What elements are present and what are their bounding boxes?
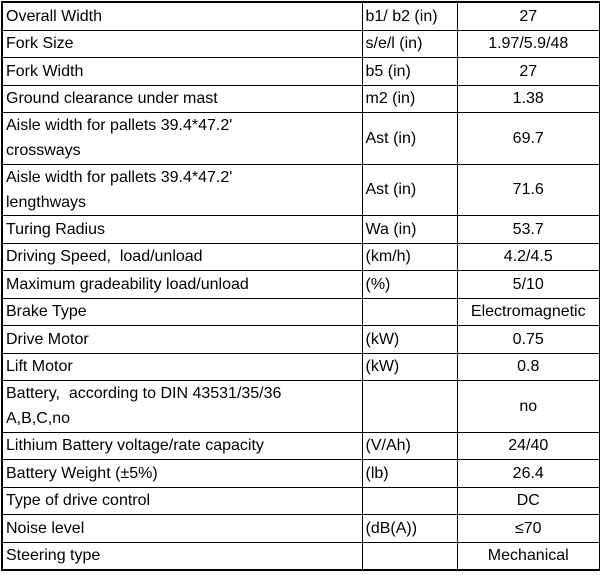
spec-unit: m2 (in) <box>361 84 458 113</box>
spec-label: Aisle width for pallets 39.4*47.2' lengt… <box>1 163 363 216</box>
spec-value: 1.38 <box>456 84 600 113</box>
table-row: Noise level (dB(A)) ≤70 <box>1 514 600 543</box>
spec-unit: Wa (in) <box>361 215 458 244</box>
spec-label: Lithium Battery voltage/rate capacity <box>1 431 363 460</box>
spec-value: 0.75 <box>456 325 600 354</box>
spec-value: 5/10 <box>456 270 600 299</box>
spec-unit: (dB(A)) <box>361 514 458 543</box>
table-row: Fork Size s/e/l (in) 1.97/5.9/48 <box>1 29 600 58</box>
spec-label: Driving Speed, load/unload <box>1 242 363 271</box>
spec-value: no <box>456 380 600 433</box>
spec-unit: (kW) <box>361 325 458 354</box>
spec-label: Fork Size <box>1 29 363 58</box>
spec-unit: (kW) <box>361 352 458 381</box>
table-row: Aisle width for pallets 39.4*47.2' lengt… <box>1 163 600 216</box>
table-row: Driving Speed, load/unload (km/h) 4.2/4.… <box>1 242 600 271</box>
spec-label: Steering type <box>1 541 363 571</box>
spec-label: Lift Motor <box>1 352 363 381</box>
table-row: Brake Type Electromagnetic <box>1 297 600 326</box>
spec-unit <box>361 380 458 433</box>
spec-value: ≤70 <box>456 514 600 543</box>
table-row: Fork Width b5 (in) 27 <box>1 57 600 86</box>
spec-unit: b1/ b2 (in) <box>361 1 458 31</box>
spec-value: 1.97/5.9/48 <box>456 29 600 58</box>
spec-unit <box>361 541 458 571</box>
spec-label: Turing Radius <box>1 215 363 244</box>
spec-value: 27 <box>456 1 600 31</box>
table-row: Maximum gradeability load/unload (%) 5/1… <box>1 270 600 299</box>
spec-value: Mechanical <box>456 541 600 571</box>
table-row: Drive Motor (kW) 0.75 <box>1 325 600 354</box>
table-row: Battery, according to DIN 43531/35/36 A,… <box>1 380 600 433</box>
spec-unit: (km/h) <box>361 242 458 271</box>
spec-label: Overall Width <box>1 1 363 31</box>
spec-unit: Ast (in) <box>361 112 458 165</box>
spec-label: Battery, according to DIN 43531/35/36 A,… <box>1 380 363 433</box>
table-row: Ground clearance under mast m2 (in) 1.38 <box>1 84 600 113</box>
spec-label: Battery Weight (±5%) <box>1 459 363 488</box>
spec-label: Type of drive control <box>1 486 363 515</box>
spec-unit: Ast (in) <box>361 163 458 216</box>
spec-unit <box>361 486 458 515</box>
spec-value: 53.7 <box>456 215 600 244</box>
table-row: Aisle width for pallets 39.4*47.2' cross… <box>1 112 600 165</box>
spec-value: 4.2/4.5 <box>456 242 600 271</box>
spec-value: 26.4 <box>456 459 600 488</box>
spec-value: Electromagnetic <box>456 297 600 326</box>
spec-value: 27 <box>456 57 600 86</box>
spec-label: Fork Width <box>1 57 363 86</box>
spec-unit: s/e/l (in) <box>361 29 458 58</box>
spec-value: 69.7 <box>456 112 600 165</box>
spec-label: Brake Type <box>1 297 363 326</box>
spec-label: Noise level <box>1 514 363 543</box>
spec-label: Drive Motor <box>1 325 363 354</box>
spec-unit: (%) <box>361 270 458 299</box>
spec-label: Ground clearance under mast <box>1 84 363 113</box>
spec-value: 24/40 <box>456 431 600 460</box>
table-row: Steering type Mechanical <box>1 541 600 571</box>
spec-unit: (V/Ah) <box>361 431 458 460</box>
spec-unit: b5 (in) <box>361 57 458 86</box>
spec-value: 0.8 <box>456 352 600 381</box>
table-row: Type of drive control DC <box>1 486 600 515</box>
table-row: Battery Weight (±5%) (lb) 26.4 <box>1 459 600 488</box>
spec-value: DC <box>456 486 600 515</box>
table-row: Overall Width b1/ b2 (in) 27 <box>1 1 600 31</box>
table-row: Lift Motor (kW) 0.8 <box>1 352 600 381</box>
spec-value: 71.6 <box>456 163 600 216</box>
spec-label: Aisle width for pallets 39.4*47.2' cross… <box>1 112 363 165</box>
table-row: Lithium Battery voltage/rate capacity (V… <box>1 431 600 460</box>
spec-unit <box>361 297 458 326</box>
spec-unit: (lb) <box>361 459 458 488</box>
spec-label: Maximum gradeability load/unload <box>1 270 363 299</box>
table-row: Turing Radius Wa (in) 53.7 <box>1 215 600 244</box>
